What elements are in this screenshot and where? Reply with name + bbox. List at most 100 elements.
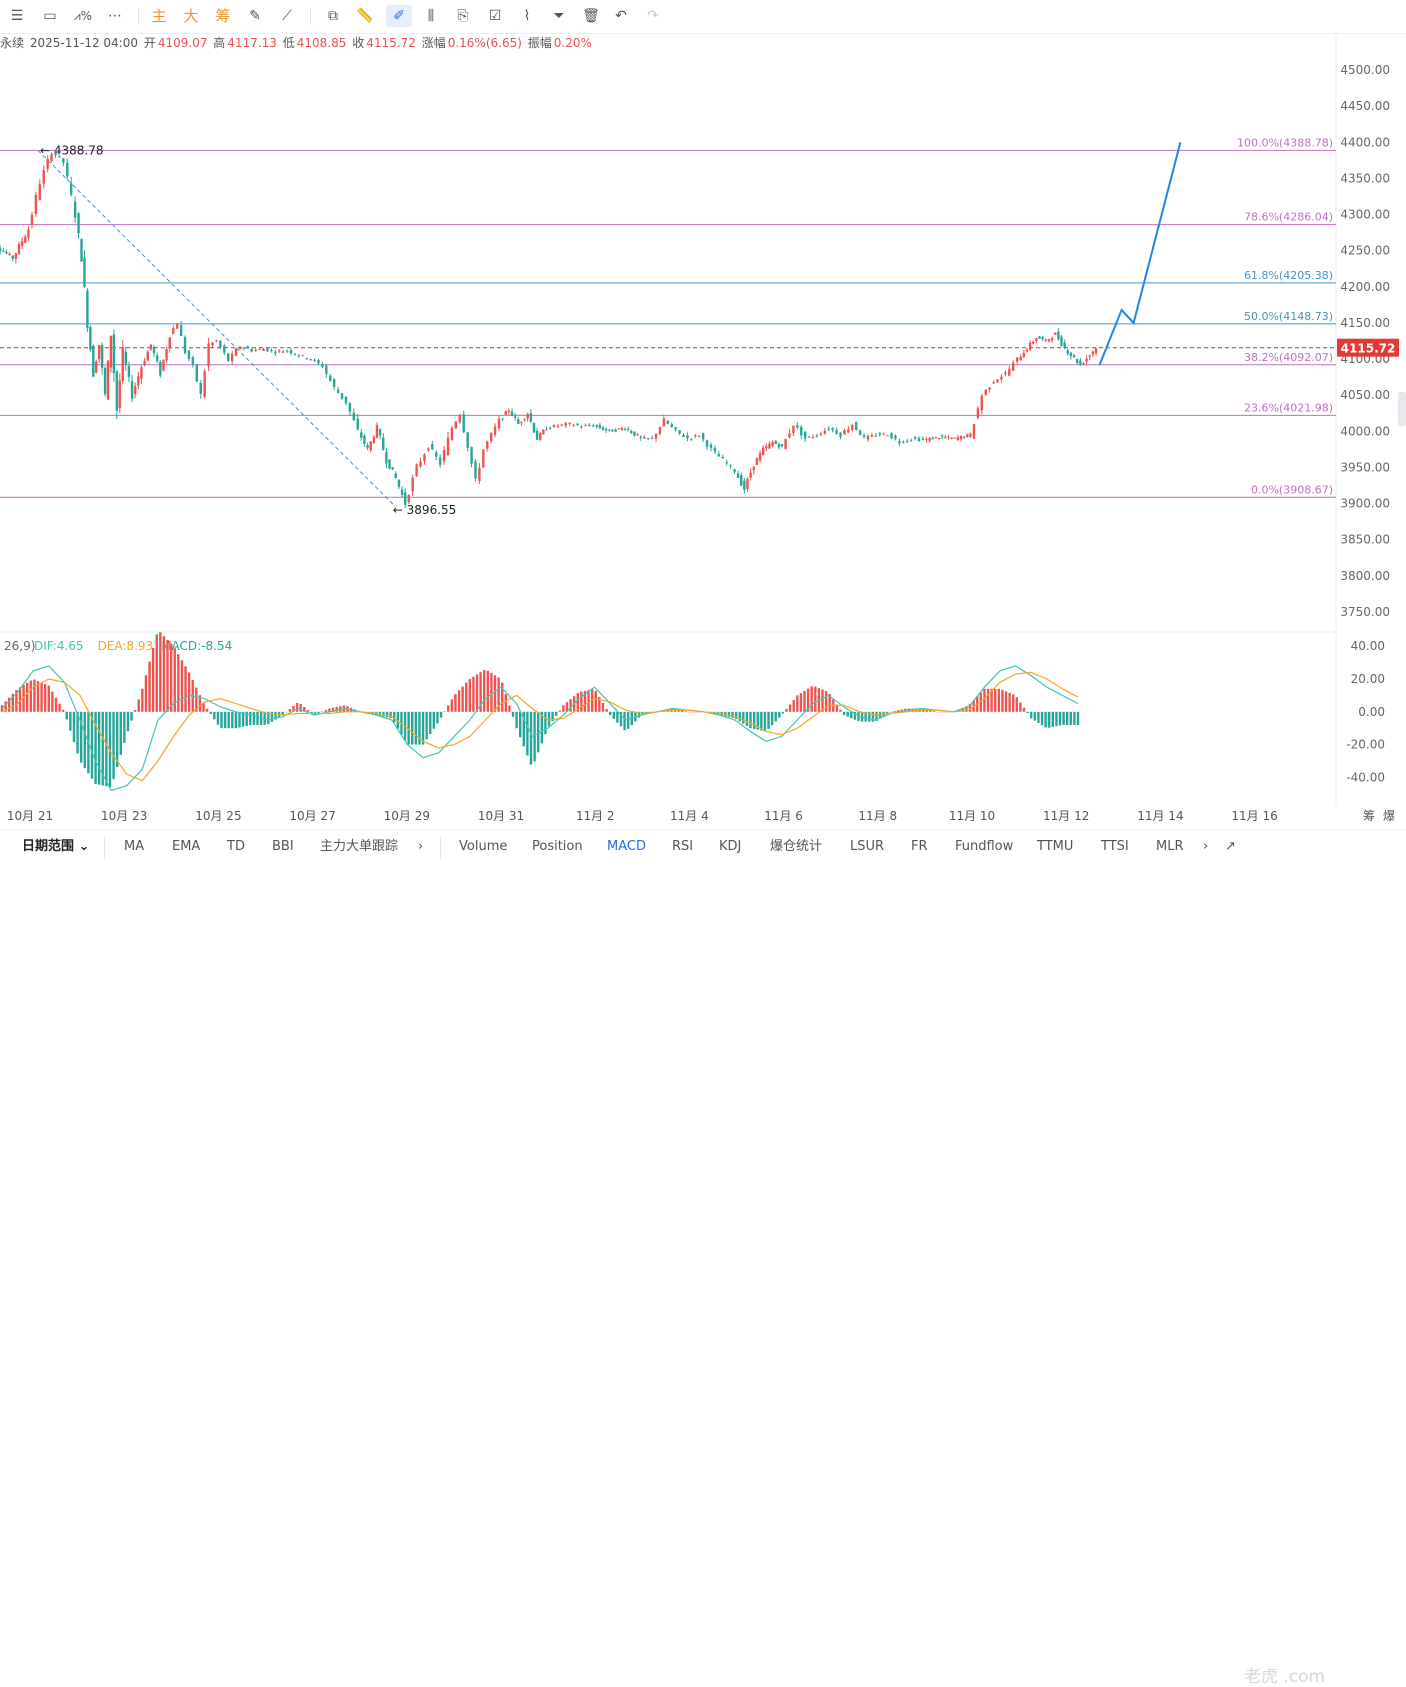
- candle-body: [560, 424, 564, 426]
- tab-main-force[interactable]: 主力大单跟踪: [320, 839, 399, 854]
- macd-bar: [249, 711, 252, 726]
- chart-style-icon[interactable]: ⩘%: [73, 9, 93, 23]
- candle-body: [183, 337, 187, 354]
- macd-bar: [626, 711, 630, 729]
- menu-icon[interactable]: ☰: [10, 8, 24, 24]
- filter-icon[interactable]: ⏷: [553, 8, 565, 24]
- tab-volume[interactable]: Volume: [459, 839, 508, 854]
- candle-body: [89, 326, 92, 350]
- macd-bar: [1037, 711, 1040, 723]
- macd-bar: [1019, 702, 1022, 712]
- candle-body: [996, 379, 999, 383]
- candle-body: [165, 348, 168, 361]
- indicator-chip-tab[interactable]: 筹: [215, 7, 231, 25]
- candle-body: [851, 424, 854, 430]
- macd-bar: [36, 681, 40, 712]
- tab-ma[interactable]: MA: [124, 839, 145, 854]
- macd-bar: [234, 711, 238, 729]
- undo-icon[interactable]: ↶: [615, 8, 627, 24]
- candle-body: [545, 429, 548, 431]
- copy-icon[interactable]: ⧉: [328, 8, 338, 24]
- candle-body: [694, 435, 697, 437]
- tab-position[interactable]: Position: [532, 839, 583, 854]
- tab-lsur[interactable]: LSUR: [850, 839, 885, 854]
- high-annotation: ← 4388.78: [40, 143, 104, 157]
- candle-body: [493, 426, 497, 435]
- candle-body: [725, 462, 728, 464]
- measure-icon[interactable]: ⟋: [282, 8, 292, 24]
- drawing-toolbar: ☰ ▭ ⩘% ⋯ 主 大 筹 ✎ ⟋ ⧉ 📏 ✐ ⫼ ⎘ ☑ ⌇ ⏷ 🗑 ↶ ↷: [0, 0, 1406, 34]
- macd-bar: [850, 711, 853, 719]
- macd-bar: [619, 711, 623, 727]
- more-icon[interactable]: ⋯: [108, 8, 122, 24]
- candle-body: [159, 361, 162, 376]
- chevron-down-icon: ⌄: [78, 839, 90, 854]
- trash-icon[interactable]: 🗑: [582, 8, 600, 24]
- dea-line: [1, 671, 1079, 782]
- pen-tool-icon[interactable]: ✐: [386, 5, 412, 27]
- macd-bar: [565, 702, 569, 712]
- macd-bar: [752, 711, 756, 729]
- note-icon[interactable]: ☑: [488, 8, 502, 24]
- rectangle-icon[interactable]: ▭: [43, 8, 57, 24]
- candle-body: [701, 433, 705, 440]
- macd-bar: [144, 675, 148, 712]
- chevron-right-icon[interactable]: ›: [1203, 839, 1209, 854]
- brush-icon[interactable]: ⌇: [523, 8, 531, 24]
- candles-icon[interactable]: ⫼: [427, 8, 435, 24]
- candle-body: [931, 438, 934, 440]
- candle-body: [109, 335, 113, 368]
- candle-body: [870, 435, 874, 437]
- tab-mlr[interactable]: MLR: [1156, 839, 1184, 854]
- candle-body: [705, 440, 709, 447]
- candle-body: [73, 201, 77, 218]
- macd-bar: [40, 682, 43, 712]
- macd-bar: [331, 707, 335, 712]
- edit-icon[interactable]: ✎: [249, 8, 261, 24]
- price-tick-label: 4300.00: [1340, 208, 1390, 222]
- chevron-right-icon[interactable]: ›: [418, 839, 424, 854]
- candle-body: [112, 334, 116, 374]
- tab-rsi[interactable]: RSI: [672, 839, 694, 854]
- candle-body: [972, 424, 976, 439]
- macd-bar: [223, 711, 227, 729]
- tab-bbi[interactable]: BBI: [272, 839, 294, 854]
- candle-body: [34, 194, 38, 214]
- redo-icon[interactable]: ↷: [647, 8, 659, 24]
- macd-bar: [893, 711, 896, 712]
- tab-fr[interactable]: FR: [911, 839, 928, 854]
- indicator-main-tab[interactable]: 主: [151, 7, 167, 25]
- candle-body: [535, 430, 539, 440]
- high-label: 高: [213, 36, 226, 50]
- candle-body: [5, 251, 8, 254]
- macd-bar: [511, 711, 515, 717]
- candle-body: [149, 344, 153, 350]
- tab-td[interactable]: TD: [227, 839, 245, 854]
- tab-kdj[interactable]: KDJ: [719, 839, 742, 854]
- tab-ttmu[interactable]: TTMU: [1037, 839, 1074, 854]
- indicator-big-tab[interactable]: 大: [183, 7, 199, 25]
- date-range-dropdown[interactable]: 日期范围 ⌄: [22, 837, 89, 857]
- candle-body: [501, 418, 504, 420]
- clipboard-icon[interactable]: ⎘: [457, 8, 469, 24]
- macd-bar: [537, 711, 540, 753]
- right-axis-liq-label: 爆: [1383, 809, 1395, 823]
- candle-body: [24, 236, 27, 243]
- tab-ttsi[interactable]: TTSI: [1101, 839, 1129, 854]
- candle-body: [532, 422, 536, 433]
- tab-ema[interactable]: EMA: [172, 839, 201, 854]
- ruler-icon[interactable]: 📏: [356, 8, 374, 24]
- macd-bar: [155, 634, 158, 712]
- tab-liquidation[interactable]: 爆仓统计: [770, 839, 823, 854]
- external-link-icon[interactable]: ↗: [1225, 839, 1236, 854]
- candle-body: [898, 440, 901, 444]
- tab-fundflow[interactable]: Fundflow: [955, 839, 1014, 854]
- date-range-label: 日期范围: [22, 839, 75, 854]
- macd-bar: [576, 693, 579, 712]
- macd-bar: [115, 711, 119, 768]
- candle-body: [953, 437, 956, 439]
- tab-macd[interactable]: MACD: [607, 839, 646, 854]
- price-chart[interactable]: 4500.00 4450.00 4400.00 4350.00 4300.00 4250.…: [0, 32, 1406, 829]
- candle-body: [639, 436, 642, 438]
- candle-body: [992, 382, 995, 384]
